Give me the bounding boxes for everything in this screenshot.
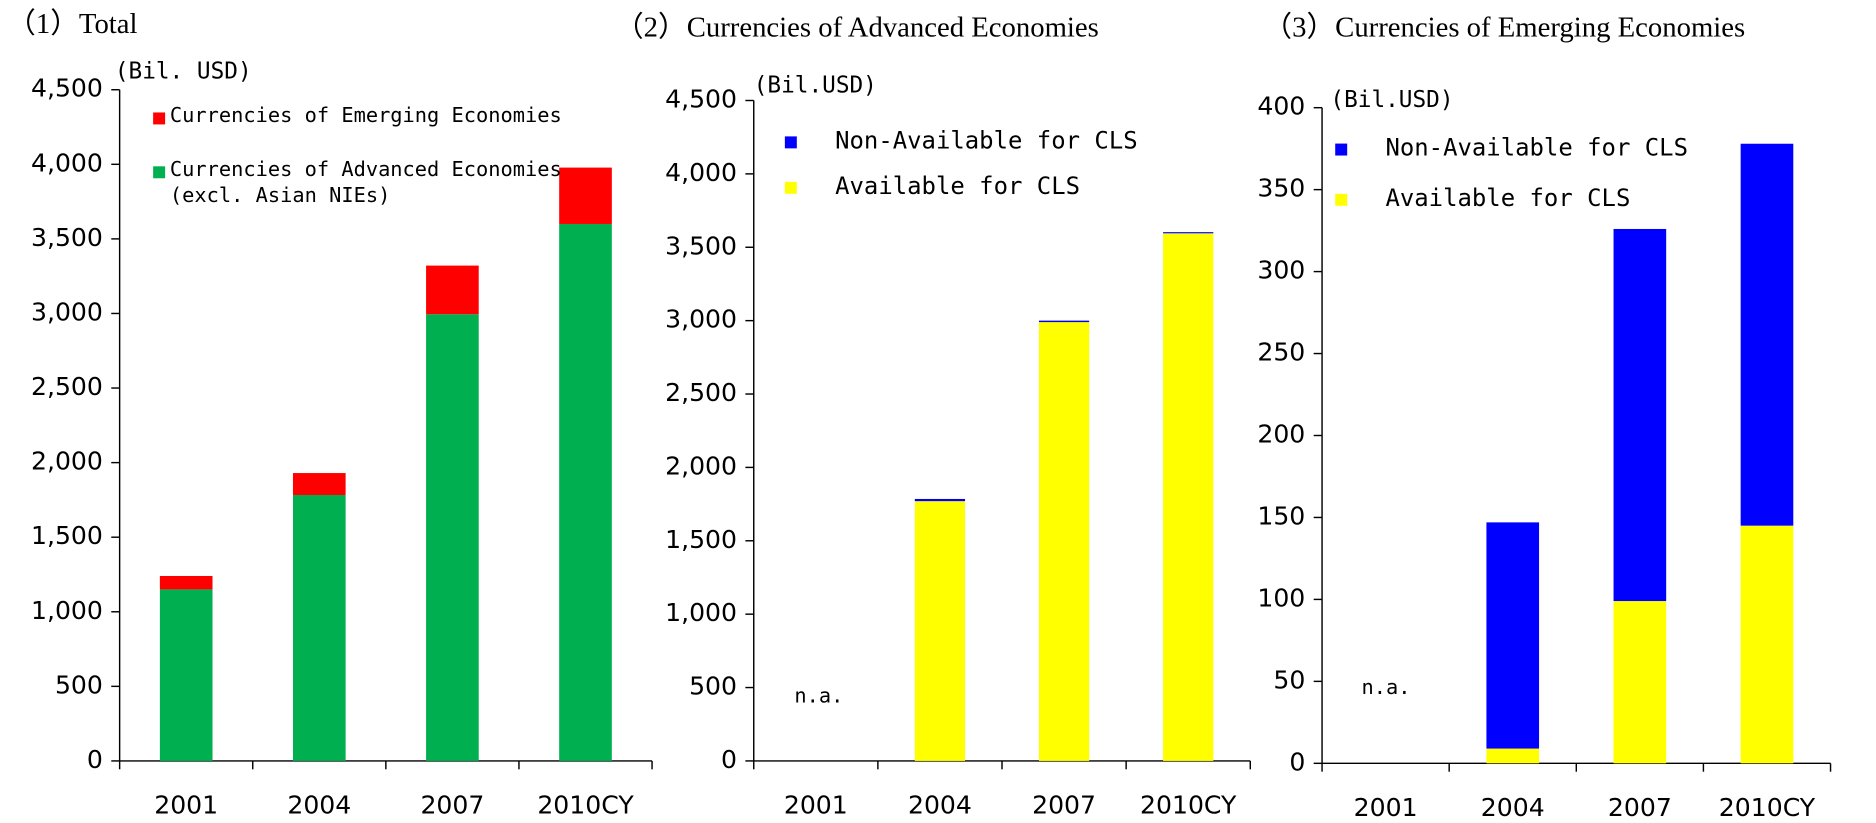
y-axis-unit: (Bil.USD): [1330, 87, 1453, 113]
x-tick-label: 2001: [784, 790, 848, 819]
y-tick-label: 2,500: [31, 372, 103, 401]
bar-segment: [1163, 232, 1214, 234]
annotation: n.a.: [794, 683, 843, 707]
bar-segment: [159, 575, 213, 590]
legend-swatch: [1335, 193, 1348, 206]
y-tick-label: 1,500: [665, 525, 737, 554]
y-tick-label: 3,500: [31, 223, 103, 252]
legend-swatch: [784, 136, 797, 149]
chart-title: （3）Currencies of Emerging Economies: [1263, 12, 1745, 44]
y-tick-label: 4,500: [665, 85, 737, 114]
bar-segment: [292, 473, 346, 495]
bar-segment: [559, 223, 612, 761]
x-tick-label: 2007: [1032, 790, 1096, 819]
bar-segment: [559, 167, 612, 224]
y-tick-label: 50: [1273, 665, 1305, 694]
bar-segment: [1740, 143, 1794, 526]
bar-segment: [426, 265, 479, 315]
legend-swatch: [153, 112, 166, 125]
chart-title: （2）Currencies of Advanced Economies: [615, 12, 1099, 44]
x-tick-label: 2004: [1481, 793, 1545, 822]
x-tick-label: 2010CY: [1719, 793, 1816, 822]
y-tick-label: 1,500: [31, 521, 103, 550]
legend-swatch: [784, 181, 797, 194]
bar-segment: [1486, 522, 1540, 749]
bar-segment: [1038, 322, 1090, 761]
y-tick-label: 0: [721, 745, 737, 774]
bar-segment: [914, 501, 966, 761]
y-tick-label: 2,500: [665, 378, 737, 407]
bar-segment: [426, 314, 479, 761]
y-tick-label: 2,000: [31, 447, 103, 476]
bar-segment: [159, 589, 213, 761]
x-tick-label: 2004: [287, 790, 351, 819]
y-tick-label: 250: [1257, 338, 1305, 367]
bar-segment: [1163, 233, 1214, 761]
x-tick-label: 2004: [908, 790, 972, 819]
y-tick-label: 0: [87, 745, 103, 774]
y-tick-label: 300: [1257, 256, 1305, 285]
y-tick-label: 0: [1289, 747, 1305, 776]
bar-segment: [1740, 525, 1794, 764]
x-tick-label: 2007: [420, 790, 484, 819]
y-axis-unit: (Bil.USD): [754, 73, 877, 99]
y-axis-unit: (Bil. USD): [115, 58, 252, 84]
chart-title: （1）Total: [7, 8, 137, 40]
y-tick-label: 350: [1257, 174, 1305, 203]
y-tick-label: 4,000: [665, 158, 737, 187]
x-tick-label: 2007: [1608, 793, 1672, 822]
y-tick-label: 3,500: [665, 231, 737, 260]
x-tick-label: 2001: [1354, 793, 1418, 822]
y-tick-label: 4,000: [31, 148, 103, 177]
y-tick-label: 100: [1257, 583, 1305, 612]
legend-label: Available for CLS: [835, 171, 1081, 200]
y-tick-label: 200: [1257, 420, 1305, 449]
y-tick-label: 400: [1257, 92, 1305, 121]
bar-segment: [1038, 320, 1090, 323]
legend-label: Non-Available for CLS: [1385, 132, 1689, 162]
y-tick-label: 2,000: [665, 451, 737, 480]
bar-segment: [1613, 228, 1667, 602]
y-tick-label: 150: [1257, 501, 1305, 530]
y-tick-label: 1,000: [665, 598, 737, 627]
legend-label: Currencies of Emerging Economies: [169, 104, 562, 129]
x-tick-label: 2010CY: [1140, 790, 1237, 819]
legend-label: Available for CLS: [1385, 183, 1631, 212]
legend-label: Currencies of Advanced Economies (excl. …: [169, 158, 562, 208]
y-tick-label: 4,500: [31, 74, 103, 103]
y-tick-label: 500: [689, 672, 737, 701]
legend-label: Non-Available for CLS: [835, 125, 1138, 155]
y-tick-label: 3,000: [31, 297, 103, 326]
bar-segment: [292, 494, 346, 761]
bar-segment: [1613, 601, 1667, 764]
x-tick-label: 2001: [154, 790, 218, 819]
annotation: n.a.: [1362, 675, 1411, 699]
y-tick-label: 3,000: [665, 305, 737, 334]
bar-segment: [914, 498, 966, 502]
y-tick-label: 500: [55, 670, 103, 699]
x-tick-label: 2010CY: [537, 790, 634, 819]
bar-segment: [1486, 748, 1540, 764]
legend-swatch: [1335, 143, 1348, 156]
legend-swatch: [153, 166, 166, 179]
y-tick-label: 1,000: [31, 596, 103, 625]
